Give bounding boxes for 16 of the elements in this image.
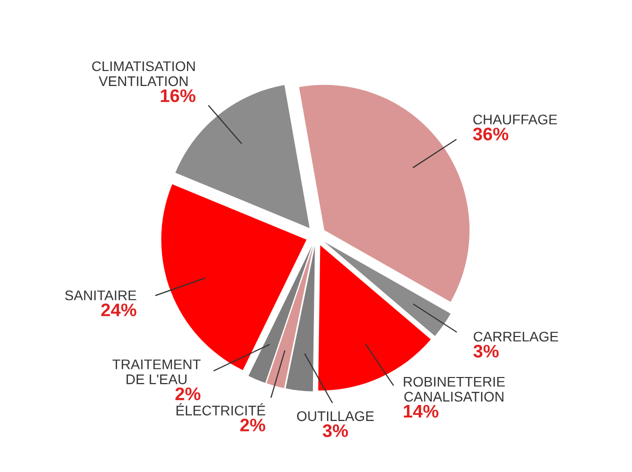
slice-label: TRAITEMENT DE L'EAU — [112, 360, 201, 384]
slice-label: CHAUFFAGE — [473, 114, 557, 124]
data-label: 3% — [473, 344, 499, 358]
slice-label: OUTILLAGE — [297, 411, 374, 422]
slice-label: CARRELAGE — [474, 332, 558, 342]
slice-label: SANITAIRE — [65, 290, 136, 300]
data-label: 2% — [175, 387, 200, 400]
slice-label: CLIMATISATION VENTILATION — [92, 61, 195, 86]
slice-label: ROBINETTERIE CANALISATION — [404, 376, 505, 402]
data-label: 36% — [473, 128, 508, 140]
data-label: 24% — [101, 304, 136, 316]
data-label: 14% — [404, 404, 438, 418]
data-label: 16% — [160, 89, 196, 102]
data-label: 2% — [240, 418, 266, 432]
slice-label: ÉLECTRICITÉ — [176, 403, 266, 416]
data-label: 3% — [322, 424, 348, 438]
